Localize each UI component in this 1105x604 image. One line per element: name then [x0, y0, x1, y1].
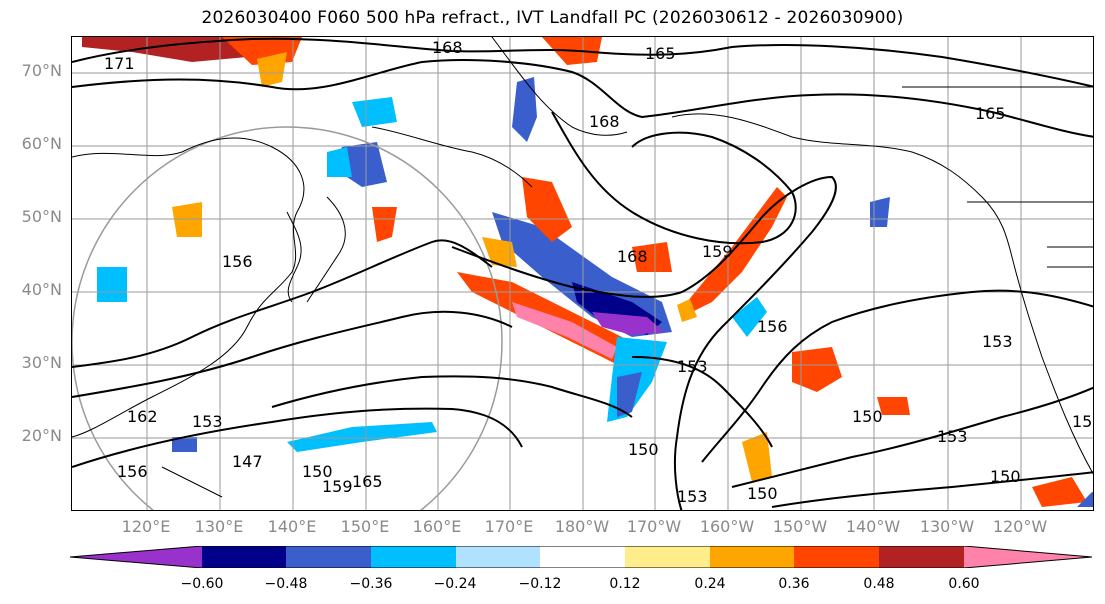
- contour-label: 153: [677, 487, 708, 506]
- contour-label: 159: [702, 242, 733, 261]
- shade-patch: [522, 177, 572, 242]
- colorbar-bin: [710, 546, 794, 568]
- shade-patch: [592, 312, 664, 335]
- shade-patch: [632, 242, 672, 272]
- contour-label: 150: [747, 484, 778, 503]
- lon-label-150e: 150°E: [340, 517, 390, 536]
- lon-label-150w: 150°W: [772, 517, 828, 536]
- contour-label: 168: [589, 112, 620, 131]
- shade-patch: [287, 422, 437, 452]
- contour-label: 165: [975, 104, 1006, 123]
- colorbar-tick: −0.24: [433, 576, 477, 592]
- contour-label: 165: [645, 44, 676, 63]
- lat-label-40n: 40°N: [21, 280, 62, 299]
- colorbar-bin: [625, 546, 710, 568]
- lon-label-130e: 130°E: [194, 517, 244, 536]
- colorbar-bin: [879, 546, 964, 568]
- colorbar-extend-low: [70, 546, 202, 568]
- colorbar-bin: [286, 546, 371, 568]
- colorbar-tick: −0.36: [349, 576, 393, 592]
- shade-patch: [677, 299, 697, 322]
- lon-label-130w: 130°W: [919, 517, 975, 536]
- map-title: 2026030400 F060 500 hPa refract., IVT La…: [201, 8, 904, 28]
- contour-label: 150: [302, 462, 333, 481]
- colorbar-extend-high: [964, 546, 1092, 568]
- lon-label-170w: 170°W: [626, 517, 682, 536]
- contour-label: 168: [432, 38, 463, 57]
- contour-labels: 171 168 165 168 165 168 159 156 153 150 …: [104, 38, 1094, 506]
- graticule: [72, 37, 1093, 510]
- colorbar-strip: [69, 546, 1093, 568]
- contour-label: 153: [982, 332, 1013, 351]
- shade-patch: [482, 237, 517, 267]
- contour-label: 159: [322, 477, 353, 496]
- shade-patch: [617, 372, 642, 417]
- shade-patch: [1032, 477, 1087, 507]
- colorbar-bin: [202, 546, 286, 568]
- shade-patch: [327, 147, 352, 177]
- lon-label-140e: 140°E: [267, 517, 317, 536]
- lat-label-60n: 60°N: [21, 134, 62, 153]
- map-panel: 171 168 165 168 165 168 159 156 153 150 …: [71, 36, 1094, 511]
- contour-label: 153: [1072, 412, 1094, 431]
- lon-label-120e: 120°E: [121, 517, 171, 536]
- refractivity-shading: [82, 37, 1093, 507]
- lon-label-160e: 160°E: [412, 517, 462, 536]
- shade-patch: [352, 97, 397, 127]
- colorbar-tick: 0.48: [863, 576, 895, 592]
- lon-label-140w: 140°W: [845, 517, 901, 536]
- coastlines: [72, 37, 1093, 498]
- contour-label: 150: [628, 440, 659, 459]
- landfall-region-circle: [72, 126, 503, 510]
- colorbar-tick: 0.24: [694, 576, 726, 592]
- contour-label: 156: [757, 317, 788, 336]
- colorbar-bin: [456, 546, 540, 568]
- contour-label: 162: [127, 407, 158, 426]
- lon-label-120w: 120°W: [992, 517, 1048, 536]
- contour-label: 153: [677, 357, 708, 376]
- shade-patch: [1077, 492, 1093, 507]
- colorbar-tick: 0.60: [948, 576, 980, 592]
- contour-label: 156: [117, 462, 148, 481]
- lon-label-160w: 160°W: [699, 517, 755, 536]
- colorbar-bin: [540, 546, 625, 568]
- shade-patch: [372, 207, 397, 242]
- contour-label: 150: [852, 407, 883, 426]
- height-contours: [72, 37, 1093, 510]
- shade-patch: [172, 437, 197, 452]
- colorbar-bin: [371, 546, 456, 568]
- contour-label: 153: [192, 412, 223, 431]
- shade-patch: [82, 37, 252, 62]
- shade-patch: [257, 52, 287, 87]
- contour-label: 147: [232, 452, 263, 471]
- colorbar-tick: −0.12: [518, 576, 562, 592]
- contour-label: 150: [990, 467, 1021, 486]
- lat-label-50n: 50°N: [21, 207, 62, 226]
- shade-patch: [97, 267, 127, 302]
- shade-patch: [512, 77, 537, 142]
- lat-label-70n: 70°N: [21, 61, 62, 80]
- shade-patch: [870, 197, 890, 227]
- shade-patch: [742, 432, 772, 482]
- lat-label-30n: 30°N: [21, 353, 62, 372]
- colorbar-tick: −0.60: [180, 576, 224, 592]
- colorbar-tick: 0.36: [778, 576, 810, 592]
- lon-label-180w: 180°W: [554, 517, 610, 536]
- contour-label: 156: [222, 252, 253, 271]
- contour-label: 168: [617, 247, 648, 266]
- contour-label: 165: [352, 472, 383, 491]
- contour-label: 153: [937, 427, 968, 446]
- lat-label-20n: 20°N: [21, 426, 62, 445]
- shade-patch: [732, 297, 767, 337]
- shade-patch: [877, 397, 910, 415]
- colorbar-tick: −0.48: [264, 576, 308, 592]
- colorbar-tick: 0.12: [609, 576, 641, 592]
- map-canvas: 171 168 165 168 165 168 159 156 153 150 …: [72, 37, 1094, 510]
- contour-label: 171: [104, 54, 135, 73]
- shade-patch: [512, 302, 617, 359]
- shade-patch: [792, 347, 842, 392]
- lon-label-170e: 170°E: [484, 517, 534, 536]
- colorbar-bin: [794, 546, 879, 568]
